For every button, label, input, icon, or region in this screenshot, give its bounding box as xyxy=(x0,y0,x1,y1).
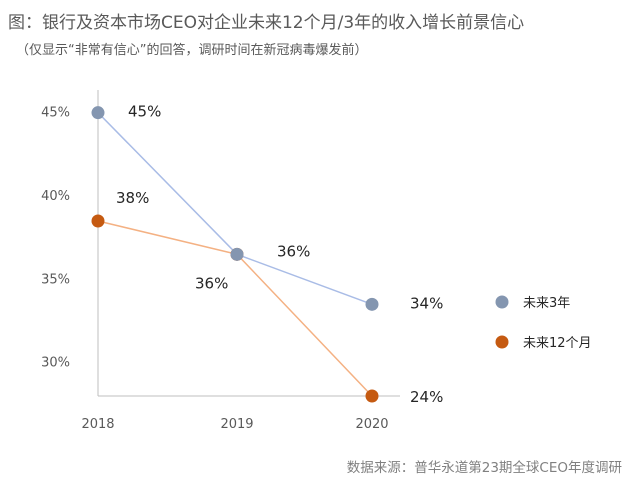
series-0-point-0 xyxy=(91,106,105,120)
data-source: 数据来源：普华永道第23期全球CEO年度调研 xyxy=(346,460,622,476)
series-line-1 xyxy=(97,220,373,397)
data-label: 24% xyxy=(410,388,443,406)
legend-label-1: 未来12个月 xyxy=(523,336,592,351)
data-label: 36% xyxy=(277,242,310,260)
x-tick-label: 2018 xyxy=(81,417,114,432)
chart-subtitle: （仅显示“非常有信心”的回答，调研时间在新冠病毒爆发前） xyxy=(16,43,368,58)
x-tick-label: 2019 xyxy=(220,417,253,432)
data-label: 34% xyxy=(410,294,443,312)
x-tick-label: 2020 xyxy=(355,417,388,432)
y-tick-label: 45% xyxy=(41,106,70,121)
series-line-0 xyxy=(97,112,373,306)
data-label: 36% xyxy=(195,274,228,292)
legend-marker-1 xyxy=(495,335,509,349)
y-tick-label: 40% xyxy=(41,189,70,204)
legend-label-0: 未来3年 xyxy=(523,296,570,311)
y-tick-label: 35% xyxy=(41,272,70,287)
y-tick-label: 30% xyxy=(41,356,70,371)
series-1-point-0 xyxy=(91,214,105,228)
data-label: 45% xyxy=(128,103,161,121)
data-label: 38% xyxy=(116,189,149,207)
legend-marker-0 xyxy=(495,295,509,309)
series-0-point-2 xyxy=(365,297,379,311)
chart-title: 图：银行及资本市场CEO对企业未来12个月/3年的收入增长前景信心 xyxy=(8,13,525,33)
series-1-point-2 xyxy=(365,389,379,403)
series-0-point-1 xyxy=(230,247,244,261)
